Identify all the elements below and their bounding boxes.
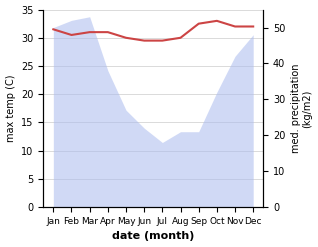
Y-axis label: med. precipitation
(kg/m2): med. precipitation (kg/m2) bbox=[291, 64, 313, 153]
X-axis label: date (month): date (month) bbox=[112, 231, 194, 242]
Y-axis label: max temp (C): max temp (C) bbox=[5, 75, 16, 142]
